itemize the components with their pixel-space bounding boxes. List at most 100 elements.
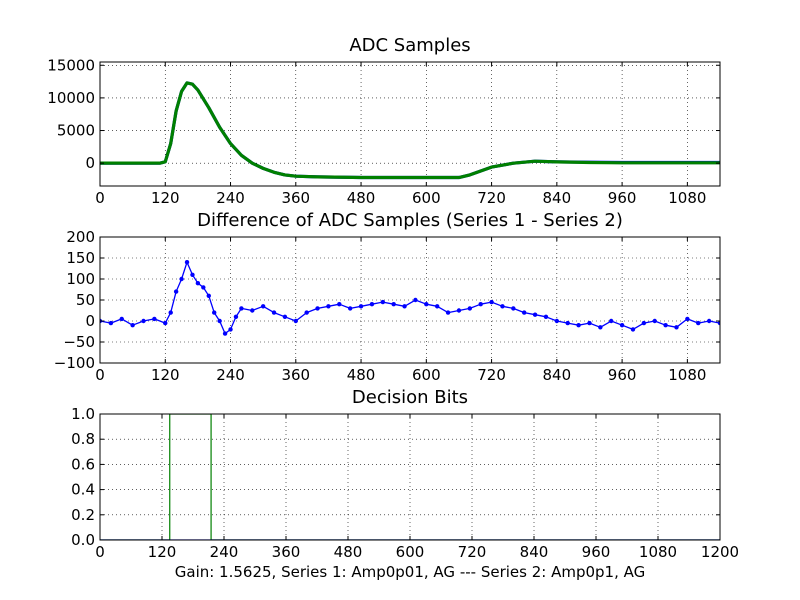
adc-samples-x-tick-label: 960 — [608, 189, 637, 207]
difference-data-point — [293, 318, 298, 324]
difference-data-point — [565, 320, 570, 326]
adc-samples-x-tick-label: 840 — [543, 189, 572, 207]
difference-data-point — [543, 314, 549, 319]
difference-data-point — [609, 318, 614, 324]
panel-decision-bits: 0 120 240 360 480 600 720 840 960 1080 1200 0.0 0.2 0… — [71, 387, 739, 561]
difference-x-tick-label: 240 — [216, 366, 245, 384]
difference-data-point — [674, 325, 679, 330]
decision-bits-x-tick-label: 0 — [95, 543, 105, 561]
difference-title: Difference of ADC Samples (Series 1 - Se… — [197, 210, 623, 231]
difference-data-point — [478, 302, 483, 307]
decision-bits-y-tick-label: 0.2 — [71, 506, 95, 524]
adc-samples-series-line — [100, 81, 720, 180]
decision-bits-x-tick-label: 600 — [396, 543, 425, 561]
difference-data-point — [413, 297, 418, 303]
difference-data-point — [511, 306, 516, 311]
difference-x-tick-label: 0 — [95, 366, 105, 384]
difference-data-point — [152, 316, 157, 322]
decision-bits-x-tick-label: 480 — [334, 543, 363, 561]
difference-data-point — [663, 323, 668, 328]
difference-data-point — [532, 312, 538, 317]
difference-data-point — [163, 320, 168, 326]
difference-data-point — [554, 318, 560, 324]
adc-samples-axes-frame — [99, 61, 721, 187]
difference-x-tick-label: 720 — [477, 366, 506, 384]
difference-data-point — [271, 310, 277, 315]
difference-data-point — [190, 272, 195, 277]
difference-data-point — [641, 320, 647, 326]
difference-data-point — [424, 302, 429, 307]
decision-bits-plot-area — [100, 414, 720, 540]
difference-y-tick-label: 150 — [66, 249, 95, 267]
adc-samples-y-tick-label: 15000 — [47, 56, 95, 74]
difference-data-point — [168, 310, 173, 315]
adc-samples-x-tick-label: 720 — [477, 189, 506, 207]
adc-samples-series-2 — [100, 81, 720, 180]
difference-data-point — [119, 316, 124, 322]
difference-data-point — [326, 304, 331, 309]
difference-data-point — [380, 299, 386, 305]
difference-data-point — [391, 302, 396, 307]
difference-data-point — [141, 318, 146, 324]
difference-data-point — [212, 310, 217, 315]
difference-x-tick-label: 1080 — [668, 366, 706, 384]
difference-data-point — [337, 302, 342, 307]
decision-bits-title: Decision Bits — [352, 387, 468, 408]
difference-y-tick-label: −100 — [54, 354, 95, 372]
difference-data-point — [500, 304, 505, 309]
difference-x-tick-label: 480 — [347, 366, 376, 384]
difference-data-point — [598, 325, 603, 330]
difference-data-point — [434, 304, 440, 309]
difference-data-point — [315, 306, 320, 311]
panel-difference: 0 120 240 360 480 600 720 840 960 1080−100−500501… — [54, 210, 721, 384]
difference-data-point — [358, 304, 364, 309]
difference-data-point — [179, 276, 184, 282]
difference-data-point — [260, 304, 266, 309]
adc-samples-plot-area — [100, 62, 720, 186]
difference-data-point — [130, 323, 135, 328]
decision-bits-y-tick-label: 0.6 — [71, 455, 95, 473]
adc-samples-y-tick-label: 10000 — [47, 89, 95, 107]
difference-x-tick-label: 840 — [543, 366, 572, 384]
adc-samples-x-tick-label: 360 — [281, 189, 310, 207]
difference-data-point — [250, 308, 255, 313]
difference-data-point — [108, 320, 114, 326]
adc-samples-x-tick-label: 120 — [151, 189, 180, 207]
decision-bits-x-tick-label: 240 — [210, 543, 239, 561]
decision-bits-x-tick-label: 360 — [272, 543, 301, 561]
difference-data-point — [489, 299, 494, 305]
adc-samples-y-tick-label: 0 — [85, 154, 95, 172]
adc-samples-x-tick-label: 0 — [95, 189, 105, 207]
difference-data-point — [587, 320, 592, 326]
difference-data-point — [201, 285, 206, 290]
difference-data-point — [576, 323, 581, 328]
decision-bits-x-tick-label: 840 — [520, 543, 549, 561]
decision-bits-x-tick-label: 1080 — [639, 543, 677, 561]
decision-bits-y-tick-label: 1.0 — [71, 405, 95, 423]
difference-data-point — [522, 310, 527, 315]
difference-data-point — [467, 306, 473, 311]
difference-data-point — [239, 306, 244, 311]
difference-data-point — [402, 304, 407, 309]
decision-bits-y-tick-label: 0.0 — [71, 531, 95, 549]
decision-bits-x-tick-label: 1200 — [701, 543, 739, 561]
difference-data-point — [173, 289, 179, 294]
difference-x-tick-label: 960 — [608, 366, 637, 384]
difference-y-tick-label: 200 — [66, 228, 95, 246]
difference-y-tick-label: 100 — [66, 270, 95, 288]
difference-y-tick-label: −50 — [63, 333, 95, 351]
difference-y-tick-label: 50 — [76, 291, 95, 309]
difference-data-point — [228, 327, 233, 332]
panel-adc-samples: 0 120 240 360 480 600 720 840 960 1080 0 5000 10000 1… — [47, 35, 721, 207]
difference-series-1 — [100, 260, 720, 336]
difference-x-tick-label: 600 — [412, 366, 441, 384]
decision-bits-x-tick-label: 120 — [148, 543, 177, 561]
difference-data-point — [282, 314, 288, 319]
difference-data-point — [206, 293, 211, 298]
decision-bits-y-tick-label: 0.8 — [71, 430, 95, 448]
decision-bits-x-tick-label: 960 — [582, 543, 611, 561]
adc-samples-x-tick-label: 1080 — [668, 189, 706, 207]
adc-samples-x-tick-label: 480 — [347, 189, 376, 207]
adc-samples-x-tick-label: 240 — [216, 189, 245, 207]
